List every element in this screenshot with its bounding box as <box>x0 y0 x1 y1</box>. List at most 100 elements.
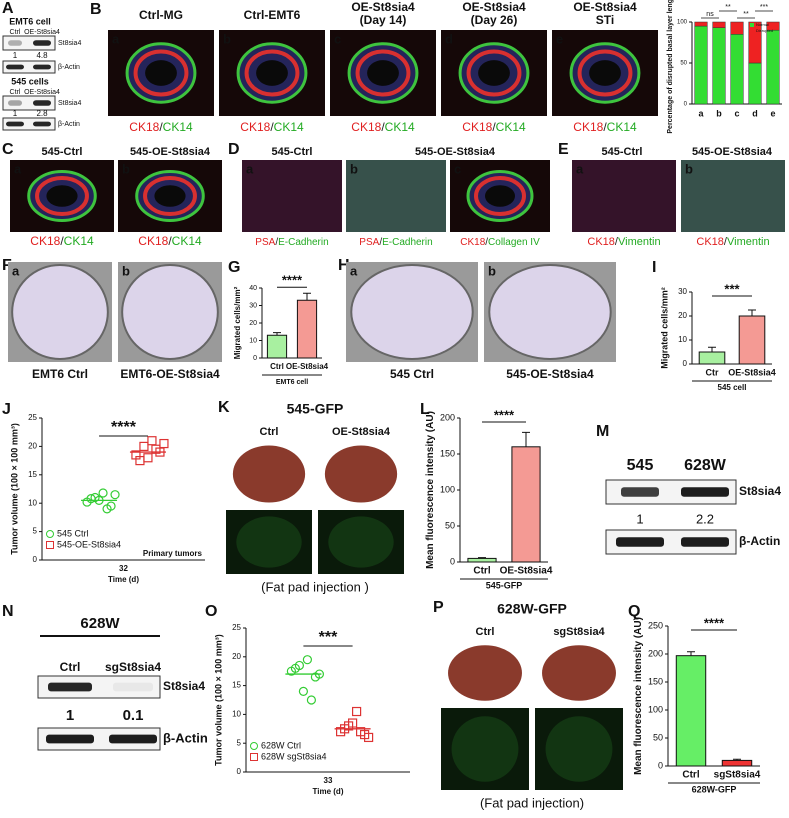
y-tick-label: 20 <box>678 311 687 320</box>
caption-part: PSA <box>255 237 275 248</box>
fluorescence <box>451 716 519 782</box>
data-point <box>290 663 300 673</box>
image-letter: a <box>12 263 20 278</box>
label: 2.2 <box>696 511 714 526</box>
y-tick-label: 150 <box>440 448 455 458</box>
group-label: 545 cell <box>718 383 747 392</box>
y-axis-title: Tumor volume (100 × 100 mm³) <box>10 423 20 555</box>
bar-segment <box>766 29 780 105</box>
panel-label: P <box>433 599 444 616</box>
micrograph-detail <box>577 49 633 97</box>
image-title: OE-St8sia4 <box>462 0 526 14</box>
y-axis-title: Migrated cells/mm² <box>660 287 670 369</box>
error-bar <box>522 431 530 447</box>
data-point <box>298 686 308 696</box>
caption: CK18/CK14 <box>138 234 202 248</box>
micrograph-detail <box>681 160 785 232</box>
x-axis-title: Time (d) <box>108 575 139 584</box>
significance: **** <box>494 407 515 422</box>
caption-part: / <box>485 237 488 248</box>
y-tick-label: 0 <box>237 767 242 776</box>
label: 545 cells <box>11 76 49 86</box>
image-title: Ctrl-MG <box>139 8 183 22</box>
blot-band <box>48 682 92 692</box>
y-tick-label: 200 <box>648 648 663 658</box>
caption: CK18/Vimentin <box>587 236 660 248</box>
blot <box>2 95 56 111</box>
significance: **** <box>282 273 303 288</box>
caption-part: E-Cadherin <box>382 237 433 248</box>
y-tick-label: 250 <box>648 620 663 630</box>
micrograph-detail <box>256 60 288 86</box>
label: 545-OE-St8sia4 <box>692 146 773 158</box>
panel-label: D <box>228 141 240 158</box>
image-title: (Day 14) <box>360 13 407 27</box>
caption-part: / <box>60 234 64 248</box>
significance: ns <box>706 11 714 18</box>
well <box>11 264 109 360</box>
blot-band <box>33 121 51 127</box>
caption-part: / <box>603 120 607 134</box>
x-tick-label: OE-St8sia4 <box>728 367 776 377</box>
caption-part: CK14 <box>64 234 94 248</box>
label: 628W <box>80 615 120 632</box>
y-tick-label: 40 <box>249 285 257 292</box>
data-point <box>151 444 161 454</box>
caption-part: CK14 <box>163 120 193 134</box>
data-point <box>306 695 316 705</box>
fluorescence <box>545 716 613 782</box>
image-letter: a <box>576 161 584 176</box>
y-tick-label: 25 <box>232 623 241 632</box>
blot-band <box>681 487 729 497</box>
caption: CK18/CK14 <box>30 234 94 248</box>
panel-label: F <box>2 257 12 274</box>
label: 1 <box>66 707 74 724</box>
blot <box>37 675 161 699</box>
error-bar <box>687 651 695 656</box>
label: OE-St8sia4 <box>332 426 391 438</box>
micrograph-detail <box>478 60 510 86</box>
y-tick-label: 5 <box>33 527 38 536</box>
data-point <box>102 504 112 514</box>
caption-part: CK18 <box>138 234 168 248</box>
label: 545-Ctrl <box>602 146 643 158</box>
y-tick-label: 50 <box>653 732 663 742</box>
y-axis-title: Mean fluorescence intensity (AU) <box>425 411 436 569</box>
y-tick-label: 150 <box>648 676 663 686</box>
caption: PSA/E-Cadherin <box>255 237 328 248</box>
y-tick-label: 50 <box>680 61 687 67</box>
label: (Fat pad injection) <box>480 795 584 810</box>
fluorescence <box>328 516 394 568</box>
caption-part: CK14 <box>385 120 415 134</box>
label: EMT6 Ctrl <box>32 367 88 381</box>
caption: CK18/Collagen IV <box>460 237 540 248</box>
image-letter: a <box>14 161 22 176</box>
bar <box>266 334 288 359</box>
micrograph <box>346 160 446 232</box>
caption-part: CK18 <box>587 236 615 248</box>
y-tick-label: 10 <box>249 337 257 344</box>
label: 1 <box>636 511 643 526</box>
blot-band <box>33 64 51 70</box>
bar-segment <box>712 21 726 28</box>
label: sgSt8sia4 <box>105 660 161 674</box>
micrograph-detail <box>133 49 189 97</box>
caption-part: PSA <box>359 237 379 248</box>
caption: PSA/E-Cadherin <box>359 237 432 248</box>
legend-label: 545 Ctrl <box>57 528 89 538</box>
well <box>121 264 219 360</box>
label: 1 <box>13 51 18 60</box>
data-point <box>147 436 157 446</box>
caption: CK18/CK14 <box>351 120 415 134</box>
caption: CK18/CK14 <box>462 120 526 134</box>
micrograph-detail <box>572 160 676 232</box>
label: St8sia4 <box>58 100 81 107</box>
well <box>488 264 612 360</box>
image-letter: c <box>334 31 341 46</box>
y-tick-label: 50 <box>445 520 455 530</box>
image-title: OE-St8sia4 <box>351 0 415 14</box>
caption-part: CK18 <box>129 120 159 134</box>
blot-band <box>113 682 153 692</box>
micrograph-detail <box>145 60 177 86</box>
